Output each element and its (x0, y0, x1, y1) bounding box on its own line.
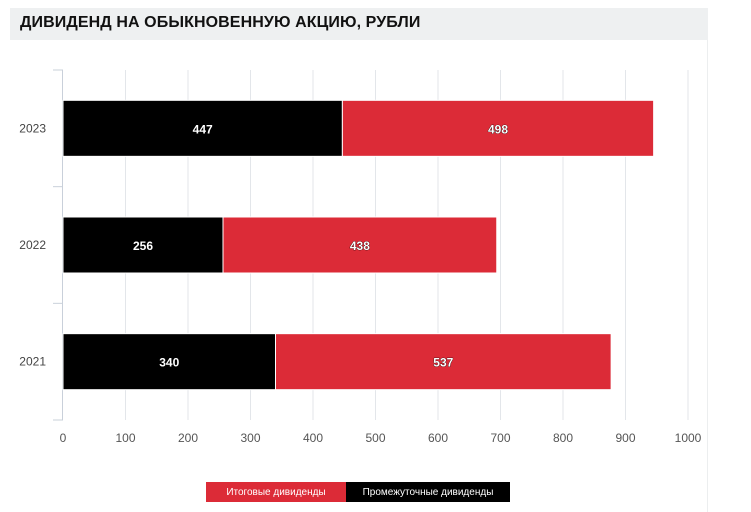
x-tick-label-2: 200 (178, 431, 198, 445)
data-label-2023-series-1: 498 (488, 122, 508, 136)
x-tick-label-8: 800 (553, 431, 573, 445)
x-tick-label-9: 900 (615, 431, 635, 445)
x-tick-label-4: 400 (303, 431, 323, 445)
chart-legend: Итоговые дивиденды Промежуточные дивиденд… (206, 482, 510, 502)
data-label-2021-series-0: 340 (159, 356, 179, 370)
bar-2021-series-0 (62, 333, 276, 391)
bar-2021-series-1 (275, 333, 612, 391)
x-tick-label-5: 500 (365, 431, 385, 445)
chart-header: ДИВИДЕНД НА ОБЫКНОВЕННУЮ АКЦИЮ, РУБЛИ (10, 8, 708, 40)
data-label-2021-series-1: 537 (433, 356, 453, 370)
legend-item-1[interactable]: Промежуточные дивиденды (346, 482, 510, 502)
legend-item-0[interactable]: Итоговые дивиденды (206, 482, 346, 502)
bar-2022-series-0 (62, 216, 224, 274)
x-tick-label-10: 1000 (675, 431, 702, 445)
x-tick-label-1: 100 (115, 431, 135, 445)
bar-2023-series-0 (62, 99, 343, 157)
data-label-2023-series-0: 447 (193, 122, 213, 136)
bar-2023-series-1 (341, 99, 655, 157)
x-tick-label-3: 300 (240, 431, 260, 445)
data-label-2022-series-1: 438 (350, 239, 370, 253)
bar-2022-series-1 (222, 216, 498, 274)
y-tick-label-2023: 2023 (19, 121, 46, 135)
chart-title: ДИВИДЕНД НА ОБЫКНОВЕННУЮ АКЦИЮ, РУБЛИ (20, 14, 421, 31)
x-tick-label-0: 0 (60, 431, 67, 445)
data-label-2022-series-0: 256 (133, 239, 153, 253)
x-tick-label-7: 700 (490, 431, 510, 445)
y-tick-label-2021: 2021 (19, 355, 46, 369)
x-tick-label-6: 600 (428, 431, 448, 445)
card-border (707, 40, 708, 512)
legend-label-1: Промежуточные дивиденды (362, 486, 494, 498)
legend-label-0: Итоговые дивиденды (226, 486, 326, 498)
y-tick-label-2022: 2022 (19, 238, 46, 252)
